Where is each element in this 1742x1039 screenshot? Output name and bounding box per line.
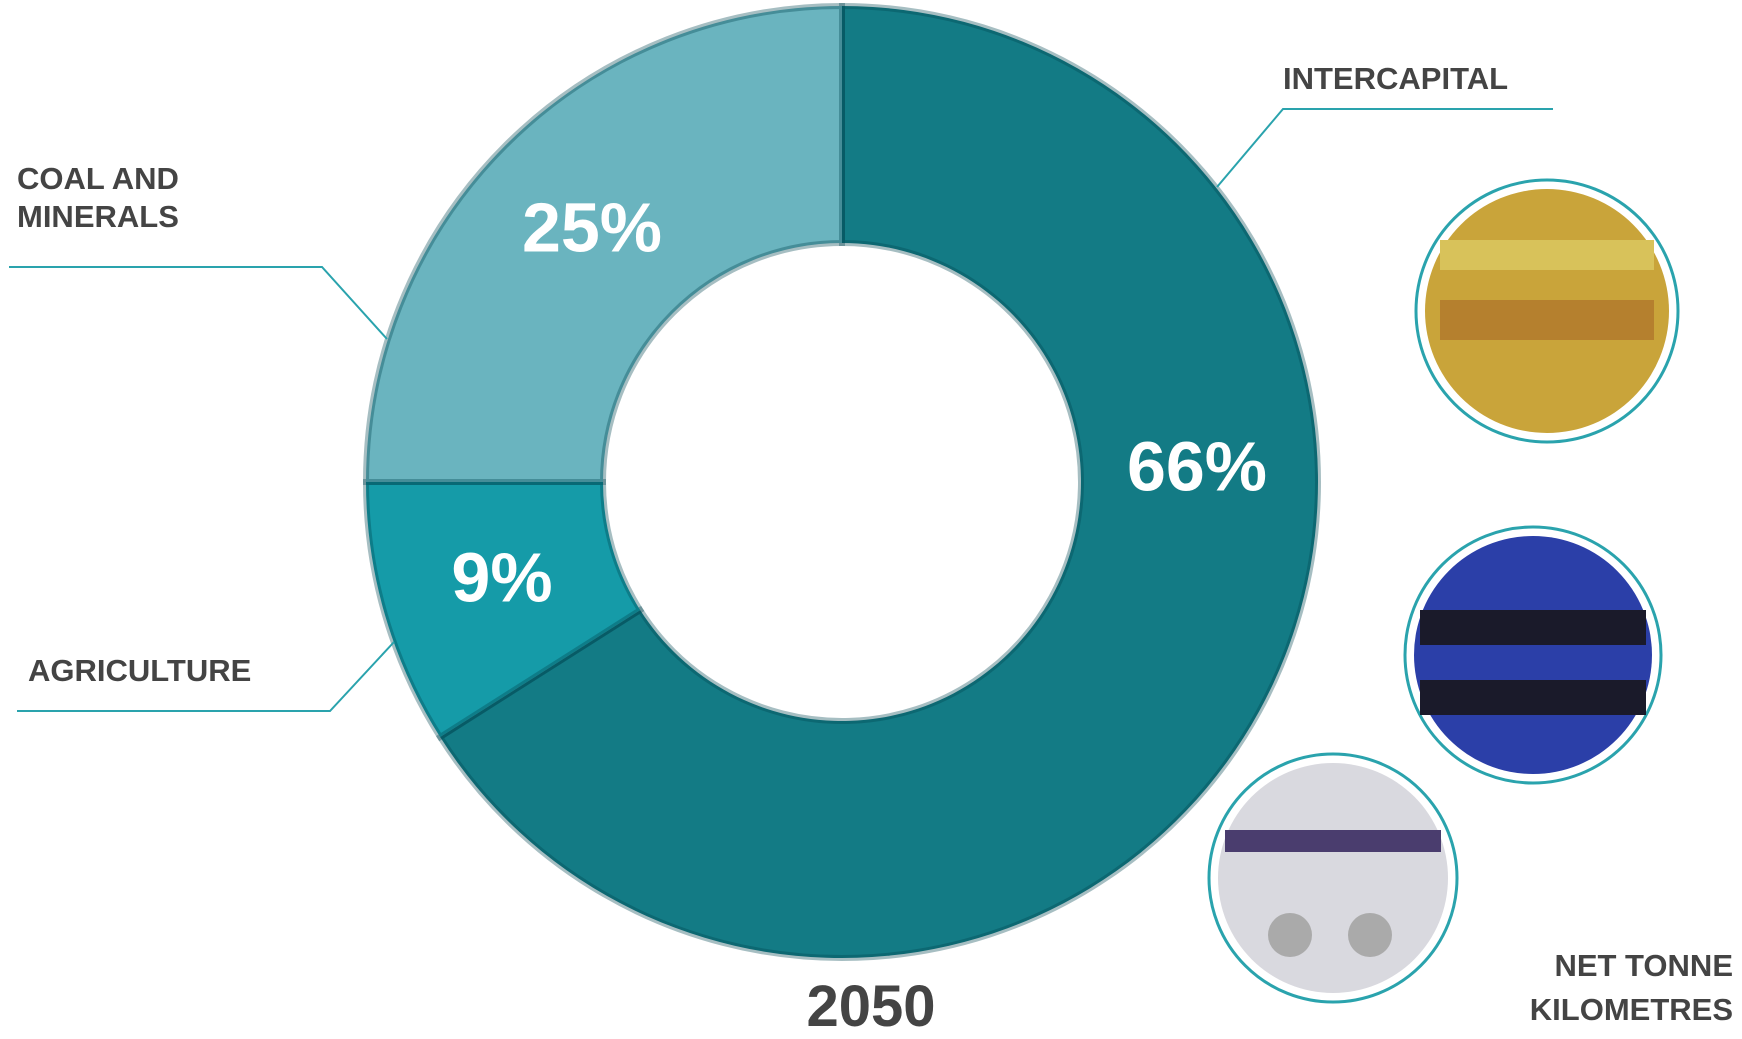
leader-line <box>9 266 388 340</box>
slice <box>362 2 845 485</box>
data-label: 66% <box>1127 427 1267 505</box>
data-label: 25% <box>522 188 662 266</box>
photo <box>1403 525 1663 785</box>
donut <box>362 2 1321 961</box>
slice <box>362 479 645 742</box>
legend-label: AGRICULTURE <box>28 653 252 688</box>
subtitle: NET TONNE KILOMETRES <box>1529 948 1733 1027</box>
slice <box>435 2 1321 961</box>
leader-line <box>1216 108 1553 188</box>
data-label: 9% <box>451 538 552 616</box>
chart-title: 2050 <box>806 974 936 1039</box>
legend-label: INTERCAPITAL <box>1283 61 1509 96</box>
value-labels: 66% 9% 25% <box>451 188 1267 616</box>
legend-label: COAL AND MINERALS <box>17 161 179 234</box>
leader-line <box>17 641 395 712</box>
photo <box>1207 752 1459 1004</box>
photo <box>1414 178 1680 444</box>
